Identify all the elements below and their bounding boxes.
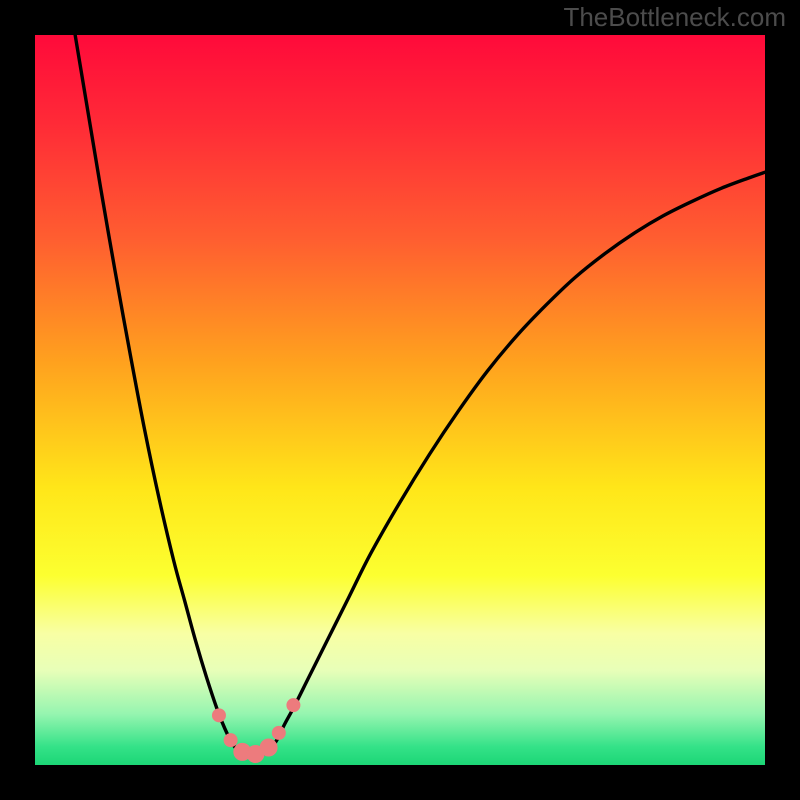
bottleneck-curve-chart — [35, 35, 765, 765]
plot-background — [35, 35, 765, 765]
data-marker — [260, 739, 277, 756]
data-marker — [287, 699, 300, 712]
data-marker — [224, 734, 237, 747]
watermark-text: TheBottleneck.com — [563, 2, 786, 33]
data-marker — [212, 709, 225, 722]
data-marker — [272, 726, 285, 739]
